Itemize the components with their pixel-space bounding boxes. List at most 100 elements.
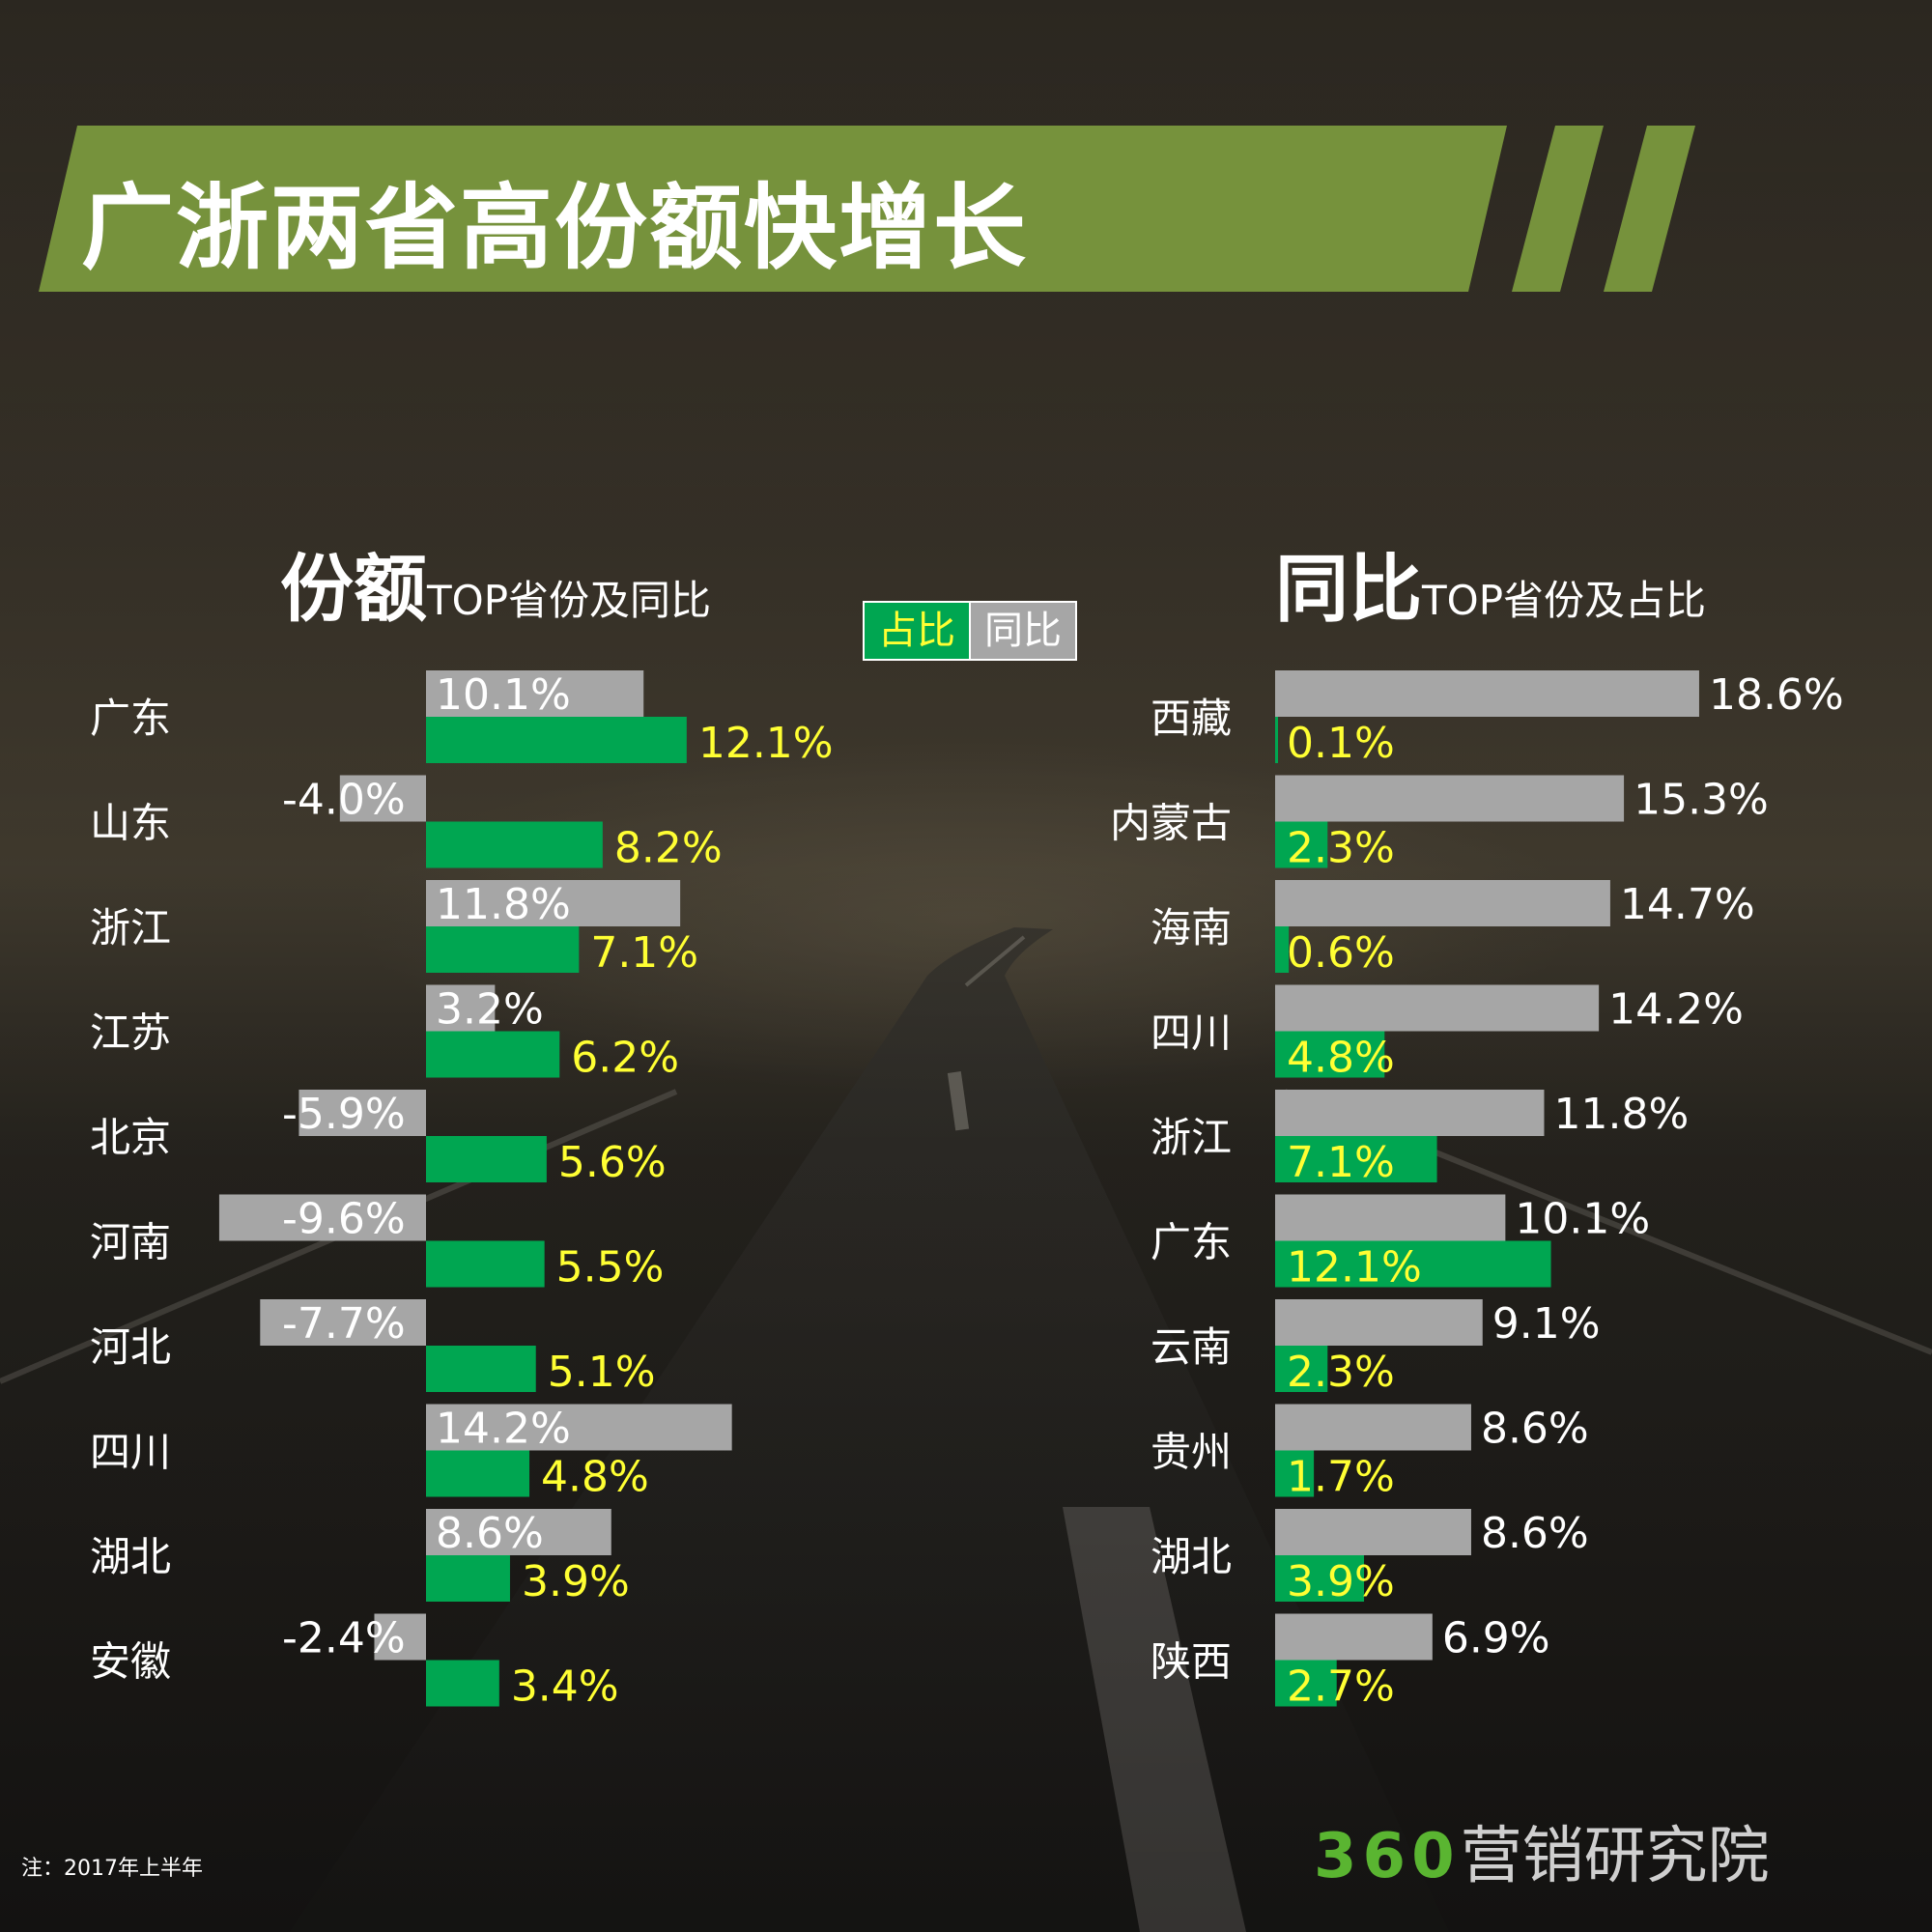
yoy-value-label-right: 15.3%	[1634, 776, 1769, 825]
yoy-bar-right	[1275, 1509, 1471, 1555]
yoy-bar-right	[1275, 880, 1610, 926]
yoy-bar-left	[426, 670, 644, 717]
share-value-label-right: 3.9%	[1287, 1557, 1395, 1606]
yoy-value-label-right: 18.6%	[1709, 670, 1844, 720]
share-value-label-right: 1.7%	[1287, 1453, 1395, 1502]
legend-share: 占比	[865, 603, 969, 659]
brand-logo: 360营销研究院	[1314, 1806, 1770, 1895]
yoy-value-label-right: 10.1%	[1515, 1195, 1650, 1244]
share-bar-right	[1275, 1136, 1437, 1182]
banner-stripe-2	[1604, 126, 1695, 292]
yoy-bar-left	[260, 1299, 426, 1346]
share-bar-right	[1275, 1450, 1315, 1497]
share-bar-left	[426, 926, 580, 973]
footnote: 注：2017年上半年	[21, 1857, 203, 1881]
category-label-left: 湖北	[90, 1533, 171, 1580]
share-bar-right	[1275, 1240, 1551, 1288]
yoy-bar-left	[426, 1404, 732, 1451]
share-value-label-left: 6.2%	[571, 1034, 679, 1083]
share-bar-right	[1275, 1346, 1328, 1392]
category-label-left: 浙江	[90, 904, 171, 952]
share-bar-right	[1275, 1660, 1337, 1707]
category-label-right: 广东	[1151, 1219, 1232, 1266]
left-heading-big: 份额	[280, 546, 427, 632]
category-label-right: 四川	[1151, 1009, 1232, 1057]
share-value-label-right: 12.1%	[1287, 1243, 1422, 1293]
share-value-label-left: 3.9%	[522, 1557, 630, 1606]
share-bar-left	[426, 1660, 499, 1707]
share-bar-left	[426, 1450, 530, 1497]
yoy-value-label-right: 8.6%	[1481, 1509, 1589, 1558]
share-value-label-left: 8.2%	[614, 824, 723, 873]
share-value-label-left: 5.6%	[558, 1138, 667, 1187]
yoy-bar-left	[298, 1090, 426, 1136]
legend-yoy: 同比	[969, 603, 1075, 659]
category-label-right: 内蒙古	[1110, 800, 1232, 847]
share-bar-right	[1275, 717, 1278, 763]
category-label-right: 西藏	[1151, 695, 1232, 742]
share-value-label-left: 5.5%	[556, 1243, 665, 1293]
category-label-left: 河南	[90, 1219, 171, 1266]
yoy-value-label-left: 8.6%	[436, 1509, 544, 1558]
title-banner-shape	[39, 126, 1507, 292]
yoy-bar-right	[1275, 984, 1600, 1032]
share-value-label-right: 7.1%	[1287, 1138, 1395, 1187]
yoy-value-label-right: 14.2%	[1608, 985, 1744, 1035]
category-label-left: 安徽	[90, 1638, 171, 1686]
category-label-right: 湖北	[1151, 1533, 1232, 1580]
right-heading-small: TOP省份及占比	[1422, 577, 1707, 624]
category-label-right: 陕西	[1151, 1638, 1232, 1686]
yoy-value-label-right: 11.8%	[1553, 1090, 1689, 1139]
category-label-left: 山东	[90, 800, 171, 847]
share-value-label-right: 2.3%	[1287, 1348, 1395, 1397]
yoy-value-label-right: 14.7%	[1620, 880, 1755, 929]
yoy-bar-right	[1275, 670, 1699, 717]
yoy-value-label-left: 11.8%	[436, 880, 571, 929]
yoy-bar-right	[1275, 775, 1625, 822]
category-label-right: 云南	[1151, 1323, 1232, 1371]
share-value-label-left: 3.4%	[511, 1662, 619, 1712]
right-chart-heading: 同比TOP省份及占比	[1275, 529, 1706, 636]
yoy-bar-right	[1275, 1613, 1433, 1661]
category-label-left: 北京	[90, 1114, 171, 1161]
share-bar-left	[426, 1136, 547, 1182]
yoy-value-label-right: 6.9%	[1442, 1614, 1550, 1663]
category-label-right: 浙江	[1151, 1114, 1232, 1161]
yoy-bar-right	[1275, 1194, 1506, 1241]
share-value-label-right: 0.1%	[1287, 719, 1395, 768]
yoy-value-label-left: -7.7%	[282, 1299, 406, 1349]
share-value-label-left: 4.8%	[541, 1453, 649, 1502]
yoy-bar-left	[218, 1194, 426, 1241]
share-bar-left	[426, 717, 687, 763]
category-label-left: 江苏	[90, 1009, 171, 1057]
chart-legend: 占比 同比	[863, 601, 1077, 661]
share-value-label-left: 5.1%	[548, 1348, 656, 1397]
banner-stripe-1	[1512, 126, 1604, 292]
yoy-bar-left	[339, 775, 426, 822]
yoy-bar-left	[426, 984, 496, 1032]
yoy-value-label-left: -4.0%	[282, 776, 406, 825]
category-label-right: 贵州	[1151, 1429, 1232, 1476]
brand-number: 360	[1314, 1821, 1461, 1892]
yoy-value-label-left: -9.6%	[282, 1195, 406, 1244]
share-bar-left	[426, 821, 603, 868]
right-heading-big: 同比	[1275, 546, 1422, 632]
share-bar-right	[1275, 821, 1328, 868]
yoy-bar-right	[1275, 1090, 1545, 1136]
share-bar-right	[1275, 1555, 1365, 1602]
yoy-value-label-left: -5.9%	[282, 1090, 406, 1139]
share-value-label-left: 12.1%	[698, 719, 834, 768]
share-bar-left	[426, 1555, 510, 1602]
share-bar-left	[426, 1240, 545, 1288]
yoy-bar-left	[426, 1509, 611, 1555]
yoy-value-label-left: 10.1%	[436, 670, 571, 720]
share-bar-right	[1275, 1031, 1385, 1078]
brand-text: 营销研究院	[1460, 1821, 1770, 1892]
category-label-left: 河北	[90, 1323, 171, 1371]
left-heading-small: TOP省份及同比	[427, 577, 712, 624]
category-label-left: 广东	[90, 695, 171, 742]
share-value-label-right: 0.6%	[1287, 928, 1395, 978]
yoy-value-label-left: 3.2%	[436, 985, 544, 1035]
yoy-value-label-right: 9.1%	[1492, 1299, 1601, 1349]
